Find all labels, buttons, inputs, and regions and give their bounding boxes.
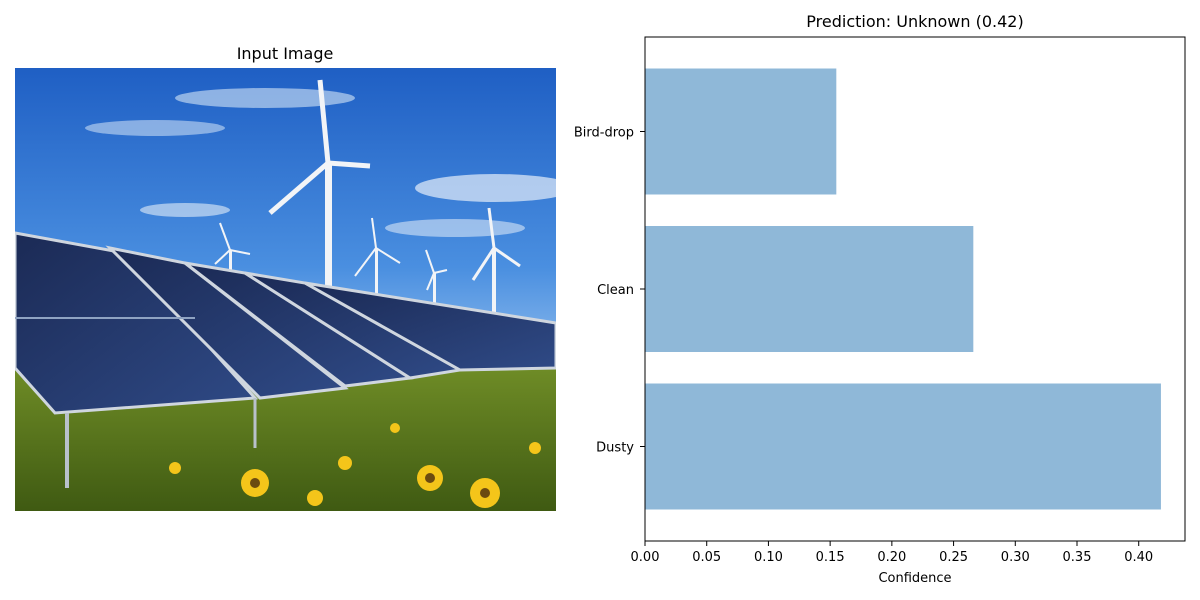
y-tick-label: Dusty [596, 441, 634, 456]
bar-clean [645, 226, 974, 352]
x-tick-label: 0.00 [631, 550, 660, 565]
bar-bird-drop [645, 68, 837, 195]
x-tick-label: 0.25 [939, 550, 968, 565]
input-photo [15, 68, 556, 511]
bar-dusty [645, 383, 1161, 510]
plot-frame [644, 36, 1186, 542]
x-tick-label: 0.35 [1063, 550, 1092, 565]
x-tick-label: 0.15 [816, 550, 845, 565]
y-tick-label: Clean [597, 283, 634, 298]
input-image-title: Input Image [236, 44, 334, 63]
chart-title: Prediction: Unknown (0.42) [806, 12, 1024, 31]
solar-panel-icon [15, 231, 556, 488]
x-tick-label: 0.05 [692, 550, 721, 565]
y-tick-label: Bird-drop [574, 126, 634, 141]
x-tick-label: 0.20 [877, 550, 906, 565]
x-axis-label: Confidence [878, 571, 951, 586]
x-tick-label: 0.40 [1124, 550, 1153, 565]
x-tick-label: 0.10 [754, 550, 783, 565]
wind-turbine-icon [214, 79, 521, 316]
x-tick-label: 0.30 [1001, 550, 1030, 565]
